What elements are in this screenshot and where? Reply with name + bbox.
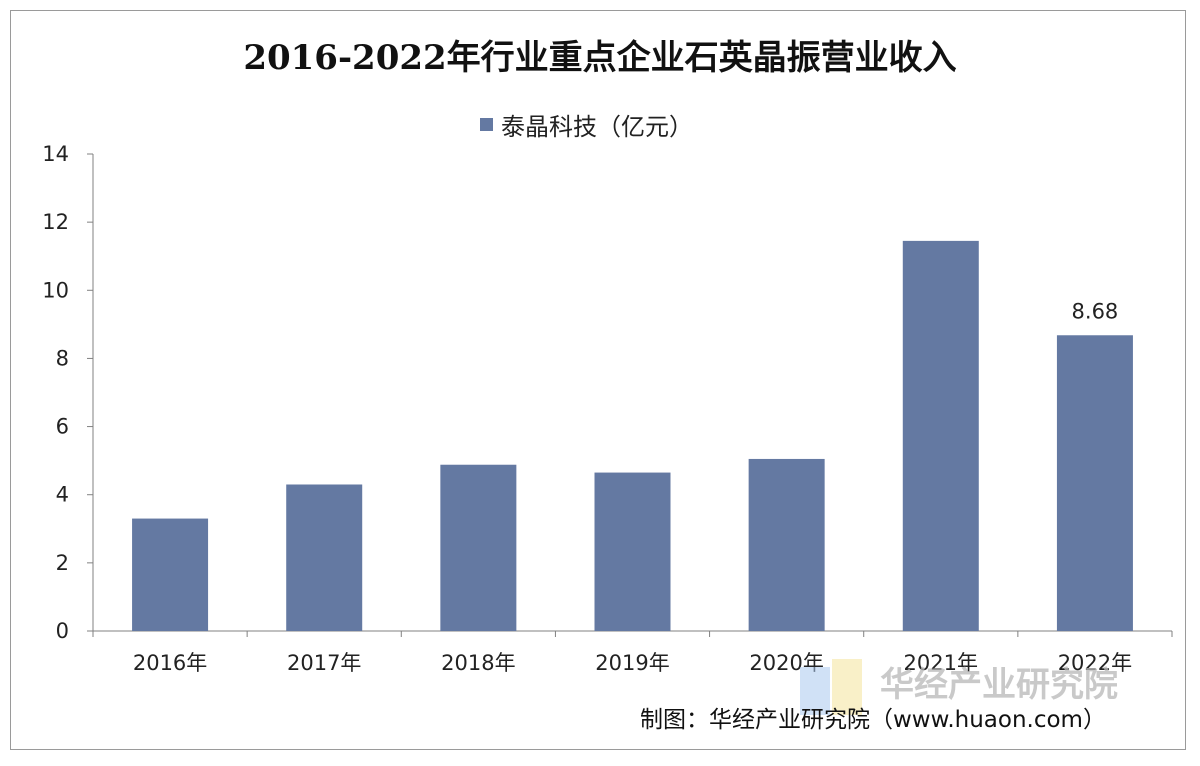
x-tick-label: 2016年 — [133, 651, 207, 675]
data-label: 8.68 — [1072, 299, 1119, 323]
y-tick-label: 14 — [42, 142, 69, 166]
legend-label: 泰晶科技（亿元） — [501, 112, 693, 141]
bar — [132, 518, 209, 631]
bar — [1056, 335, 1133, 631]
bar — [286, 484, 363, 631]
watermark-logo-block-blue — [800, 667, 830, 715]
data-labels: 8.68 — [1072, 299, 1119, 323]
bar — [594, 472, 671, 631]
x-tick-label: 2017年 — [287, 651, 361, 675]
chart-title: 2016-2022年行业重点企业石英晶振营业收入 — [243, 38, 957, 78]
y-tick-label: 8 — [56, 346, 69, 370]
bar — [902, 240, 979, 631]
watermark-logo-block-yellow — [832, 659, 862, 715]
y-tick-label: 6 — [56, 415, 69, 439]
x-tick-label: 2022年 — [1058, 651, 1132, 675]
y-tick-label: 12 — [42, 210, 69, 234]
bars — [132, 240, 1133, 631]
legend: 泰晶科技（亿元） — [480, 106, 693, 142]
x-tick-label: 2019年 — [595, 651, 669, 675]
y-tick-label: 0 — [56, 619, 69, 643]
x-tick-label: 2018年 — [441, 651, 515, 675]
y-axis: 0 2 4 6 8 10 12 14 — [42, 142, 94, 643]
watermark-text: 华经产业研究院 — [880, 665, 1118, 705]
y-tick-label: 10 — [42, 278, 69, 302]
bar — [440, 464, 517, 631]
legend-swatch — [480, 117, 493, 131]
source-credit: 制图：华经产业研究院（www.huaon.com） — [640, 707, 1106, 733]
y-tick-label: 2 — [56, 551, 69, 575]
watermark: 华经产业研究院 — [800, 655, 1160, 715]
bar — [748, 458, 825, 631]
x-tick-label: 2021年 — [904, 651, 978, 675]
y-tick-label: 4 — [56, 483, 69, 507]
